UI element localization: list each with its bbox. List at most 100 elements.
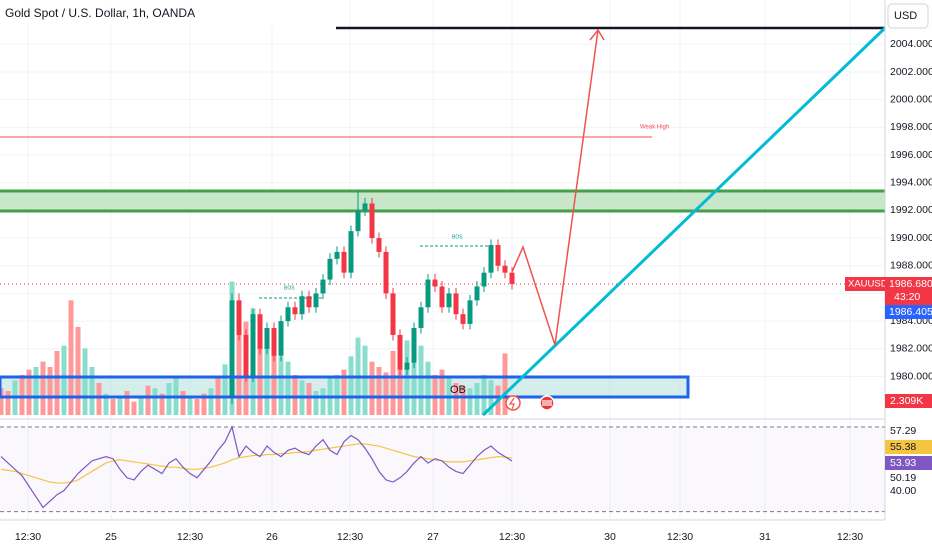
x-tick-label: 12:30 [667, 531, 693, 543]
y-tick-label: 1990.000 [890, 232, 932, 244]
rsi-line [0, 443, 513, 484]
volume-bar [292, 375, 298, 415]
volume-bar [194, 399, 200, 415]
y-tick-label: 1994.000 [890, 176, 932, 188]
last-price: 1986.680 [889, 278, 932, 290]
volume-bar [341, 369, 347, 415]
candle-body [432, 279, 438, 287]
candle-body [348, 231, 354, 273]
volume-bar [26, 369, 32, 415]
candle-body [439, 286, 445, 308]
volume-bar [124, 391, 130, 415]
y-tick-label: 2000.000 [890, 93, 932, 105]
candle-body [404, 362, 410, 370]
candle-body [327, 258, 333, 280]
volume-bar [278, 356, 284, 415]
volume-bar [376, 367, 382, 415]
volume-bar [264, 348, 270, 415]
volume-bar [0, 388, 4, 415]
candle-body [285, 307, 291, 322]
candle-body [320, 279, 326, 294]
candle-body [383, 251, 389, 294]
y-tick-label: 1980.000 [890, 370, 932, 382]
rsi-scale-label: 40.00 [890, 485, 916, 497]
x-tick-label: 12:30 [15, 531, 41, 543]
volume-bar [33, 367, 39, 415]
candle-body [390, 293, 396, 335]
bid-price: 1986.405 [889, 306, 932, 318]
volume-bar [334, 375, 340, 415]
volume-bar [369, 361, 375, 415]
bid-badge [885, 305, 932, 320]
candle-body [488, 244, 494, 273]
candle-body [411, 328, 417, 363]
volume-bar [47, 367, 53, 415]
x-tick-label: 12:30 [837, 531, 863, 543]
volume-bar [110, 399, 116, 415]
countdown: 43:20 [894, 291, 920, 303]
volume-bar [236, 303, 242, 415]
candle-body [313, 293, 319, 308]
volume-bar [68, 300, 74, 415]
arrow-head [589, 28, 605, 41]
volume-bar [390, 351, 396, 415]
event-icon-glyph [508, 397, 515, 410]
flag-icon-glyph [542, 400, 552, 406]
rsi-pane [0, 425, 885, 513]
weak-high-label: Weak High [640, 125, 669, 131]
rsi-line [0, 425, 513, 509]
last-price-badge [885, 277, 932, 306]
volume-bar [474, 383, 480, 415]
candle-body [495, 244, 501, 266]
currency-button[interactable] [887, 3, 929, 29]
volume-bar [152, 388, 158, 415]
candle-body [397, 334, 403, 370]
y-tick-label: 1998.000 [890, 121, 932, 133]
volume-bar [117, 396, 123, 415]
candle-body [481, 272, 487, 287]
projection-arrow [511, 29, 599, 346]
candle-body [334, 251, 340, 259]
x-tick-label: 30 [604, 531, 616, 543]
candle-body [264, 328, 270, 349]
header-bg [0, 0, 330, 26]
volume-bar [40, 361, 46, 415]
price-axis [885, 0, 932, 520]
volume-bar [432, 375, 438, 415]
ob-label: OB [450, 384, 466, 396]
candle-body [362, 203, 368, 211]
rsi-value: 55.38 [890, 441, 916, 453]
volume-bar [187, 396, 193, 415]
bos-label: BOS [452, 234, 463, 240]
x-tick-label: 12:30 [337, 531, 363, 543]
volume-bar [481, 375, 487, 415]
candle-body [453, 293, 459, 315]
volume-bar [453, 383, 459, 415]
candle-body [355, 210, 361, 232]
volume-bar [54, 351, 60, 415]
volume-bar [285, 361, 291, 415]
symbol-label: XAUUSD [848, 279, 888, 290]
candle-body [376, 238, 382, 252]
candle-body [236, 300, 242, 335]
y-tick-label: 1982.000 [890, 343, 932, 355]
candle-body [509, 272, 515, 285]
event-icon[interactable] [505, 395, 521, 411]
volume-bar [103, 393, 109, 415]
candle-body [299, 296, 305, 315]
candle-body [474, 286, 480, 301]
volume-bar [348, 356, 354, 415]
candle-body [243, 334, 249, 377]
y-tick-label: 1992.000 [890, 204, 932, 216]
y-tick-label: 2004.000 [890, 38, 932, 50]
x-tick-label: 27 [427, 531, 439, 543]
volume-badge [885, 394, 932, 408]
candle-body [425, 279, 431, 308]
volume-bar [5, 391, 11, 415]
candle-body [250, 314, 256, 377]
volume-bar [222, 364, 228, 415]
volume-bar [460, 385, 466, 415]
trend-line [481, 26, 887, 417]
x-tick-label: 12:30 [177, 531, 203, 543]
